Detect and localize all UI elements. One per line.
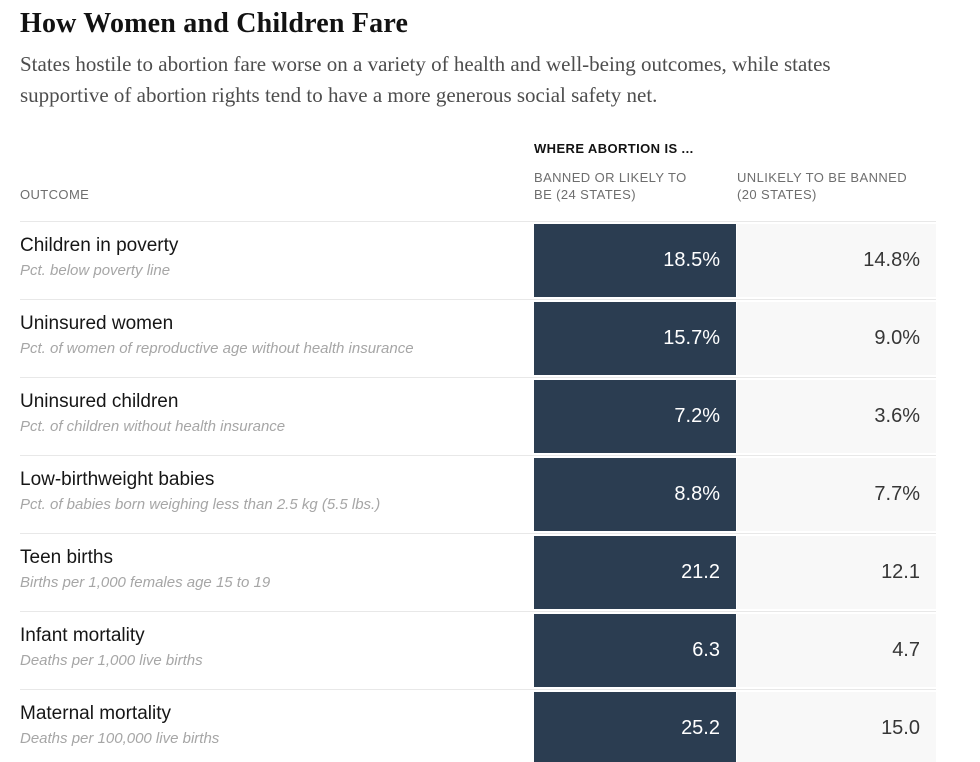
column-header-banned: BANNED OR LIKELY TO BE (24 STATES)	[534, 169, 736, 221]
table-header: WHERE ABORTION IS ...	[20, 141, 936, 169]
group-header: WHERE ABORTION IS ...	[534, 141, 694, 157]
column-header-outcome: OUTCOME	[20, 187, 90, 203]
outcome-description: Pct. of children without health insuranc…	[20, 417, 286, 435]
column-header-banned-line2: BE (24 STATES)	[534, 187, 636, 203]
outcome-name: Teen births	[20, 547, 113, 569]
page-title: How Women and Children Fare	[20, 8, 409, 39]
outcome-description: Pct. of women of reproductive age withou…	[20, 339, 414, 357]
table-row: Teen births Births per 1,000 females age…	[20, 533, 936, 611]
outcome-cell: Children in poverty Pct. below poverty l…	[20, 222, 533, 299]
outcome-description: Births per 1,000 females age 15 to 19	[20, 573, 271, 591]
outcome-description: Deaths per 100,000 live births	[20, 729, 220, 747]
unlikely-value: 14.8%	[737, 224, 936, 298]
outcome-cell: Low-birthweight babies Pct. of babies bo…	[20, 456, 533, 533]
outcome-name: Infant mortality	[20, 625, 145, 647]
unlikely-value: 7.7%	[737, 458, 936, 532]
outcome-name: Uninsured children	[20, 391, 179, 413]
table-body: Children in poverty Pct. below poverty l…	[20, 221, 936, 762]
outcome-name: Children in poverty	[20, 235, 179, 257]
table-row: Maternal mortality Deaths per 100,000 li…	[20, 689, 936, 762]
banned-value: 7.2%	[534, 380, 736, 454]
unlikely-value: 15.0	[737, 692, 936, 762]
column-header-unlikely-line2: (20 STATES)	[737, 187, 817, 203]
outcome-cell: Teen births Births per 1,000 females age…	[20, 534, 533, 611]
table-row: Infant mortality Deaths per 1,000 live b…	[20, 611, 936, 689]
outcome-cell: Uninsured children Pct. of children with…	[20, 378, 533, 455]
outcome-description: Pct. of babies born weighing less than 2…	[20, 495, 381, 513]
outcome-description: Deaths per 1,000 live births	[20, 651, 203, 669]
column-header-banned-line1: BANNED OR LIKELY TO	[534, 170, 687, 186]
banned-value: 6.3	[534, 614, 736, 688]
outcome-cell: Maternal mortality Deaths per 100,000 li…	[20, 690, 533, 762]
table-row: Uninsured women Pct. of women of reprodu…	[20, 299, 936, 377]
table-subheader: OUTCOME BANNED OR LIKELY TO BE (24 STATE…	[20, 169, 936, 221]
banned-value: 25.2	[534, 692, 736, 762]
table-row: Low-birthweight babies Pct. of babies bo…	[20, 455, 936, 533]
unlikely-value: 9.0%	[737, 302, 936, 376]
banned-value: 8.8%	[534, 458, 736, 532]
outcome-cell: Uninsured women Pct. of women of reprodu…	[20, 300, 533, 377]
outcome-name: Maternal mortality	[20, 703, 171, 725]
column-header-unlikely: UNLIKELY TO BE BANNED (20 STATES)	[737, 169, 936, 221]
table-row: Children in poverty Pct. below poverty l…	[20, 221, 936, 299]
page-subtitle: States hostile to abortion fare worse on…	[20, 52, 831, 108]
outcomes-table: WHERE ABORTION IS ... OUTCOME BANNED OR …	[20, 141, 936, 762]
outcome-name: Low-birthweight babies	[20, 469, 215, 491]
banned-value: 21.2	[534, 536, 736, 610]
outcome-name: Uninsured women	[20, 313, 174, 335]
outcome-description: Pct. below poverty line	[20, 261, 171, 279]
banned-value: 15.7%	[534, 302, 736, 376]
unlikely-value: 3.6%	[737, 380, 936, 454]
banned-value: 18.5%	[534, 224, 736, 298]
column-header-unlikely-line1: UNLIKELY TO BE BANNED	[737, 170, 907, 186]
unlikely-value: 4.7	[737, 614, 936, 688]
outcome-cell: Infant mortality Deaths per 1,000 live b…	[20, 612, 533, 689]
table-row: Uninsured children Pct. of children with…	[20, 377, 936, 455]
unlikely-value: 12.1	[737, 536, 936, 610]
